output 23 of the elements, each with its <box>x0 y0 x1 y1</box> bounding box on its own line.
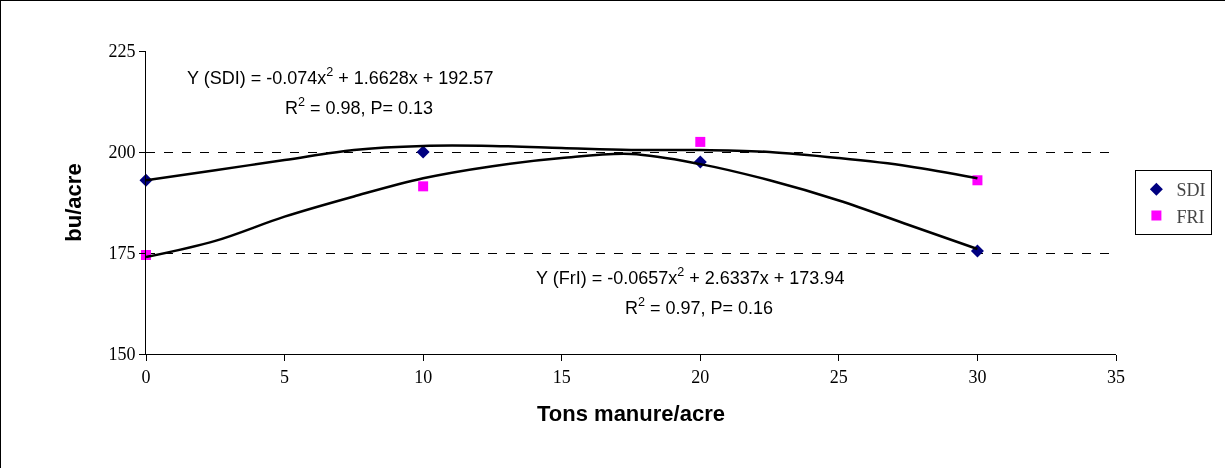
annotation: R$^{2}$ = 0.98, P= 0.13 <box>285 95 434 118</box>
x-tick-label: 0 <box>141 366 151 387</box>
y-tick-label: 150 <box>108 344 136 365</box>
x-tick-label: 10 <box>414 366 433 387</box>
point <box>418 181 429 192</box>
y-tick-label: 175 <box>108 243 136 264</box>
annotation: R$^{2}$ = 0.97, P= 0.16 <box>625 295 774 318</box>
x-tick-label: 15 <box>552 366 571 387</box>
legend-label: SDI <box>1176 180 1206 201</box>
y-axis-title: bu/acre <box>61 163 87 242</box>
x-tick-label: 30 <box>968 366 987 387</box>
y-tick-label: 225 <box>108 41 136 62</box>
x-axis-title: Tons manure/acre <box>537 401 725 427</box>
annotation: Y (FrI) = -0.0657x$^{2}$ + 2.6337x + 173.94 <box>536 265 845 288</box>
point <box>695 136 706 147</box>
point <box>416 145 430 159</box>
legend-label: FRI <box>1176 206 1205 227</box>
x-tick-label: 20 <box>691 366 710 387</box>
x-tick-label: 5 <box>280 366 290 387</box>
x-tick-label: 35 <box>1107 366 1125 387</box>
y-tick-label: 200 <box>108 142 136 163</box>
annotation: Y (SDI) = -0.074x$^{2}$ + 1.6628x + 192.57 <box>187 65 494 88</box>
x-tick-label: 25 <box>829 366 848 387</box>
